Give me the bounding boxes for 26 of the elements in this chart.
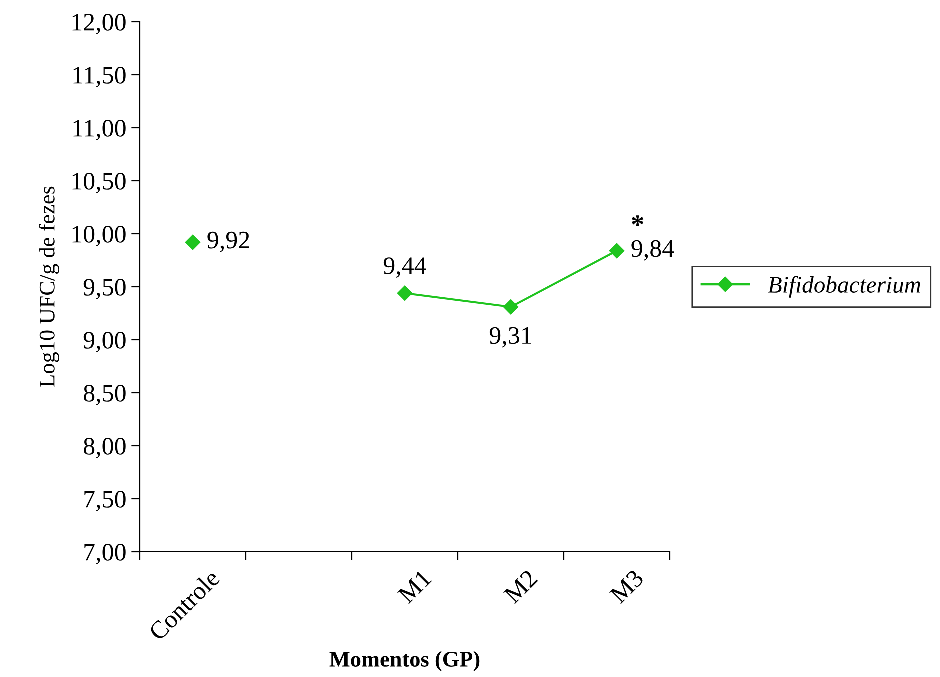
point — [397, 286, 413, 301]
data-label: 9,84 — [632, 240, 674, 261]
y-tick-label: 7,00 — [84, 544, 126, 565]
y-tick-label: 10,00 — [72, 226, 126, 247]
y-tick-label: 9,00 — [84, 332, 126, 353]
y-tick-label: 8,00 — [84, 438, 126, 459]
x-axis-title: Momentos (GP) — [330, 651, 480, 672]
y-tick-label: 8,50 — [84, 385, 126, 406]
y-axis-title: Log10 UFC/g de fezes — [39, 186, 60, 388]
y-tick-label: 7,50 — [84, 491, 126, 512]
y-tick-label: 10,50 — [72, 173, 126, 194]
x-tick-label: M1 — [397, 570, 432, 604]
data-label: 9,44 — [384, 258, 426, 278]
y-tick-label: 11,50 — [74, 67, 126, 88]
point — [503, 300, 519, 315]
y-tick-label: 9,50 — [84, 279, 126, 300]
y-tick-label: 11,00 — [74, 120, 126, 141]
legend-label: Bifidobacterium — [768, 276, 920, 298]
point — [609, 243, 625, 259]
point — [185, 234, 201, 250]
data-label: 9,92 — [208, 232, 250, 252]
y-tick-label: 12,00 — [72, 14, 126, 35]
x-tick-label: M3 — [609, 569, 645, 604]
annotation: * — [632, 216, 644, 226]
data-label: 9,31 — [490, 327, 532, 348]
x-tick-label: M2 — [503, 569, 538, 604]
